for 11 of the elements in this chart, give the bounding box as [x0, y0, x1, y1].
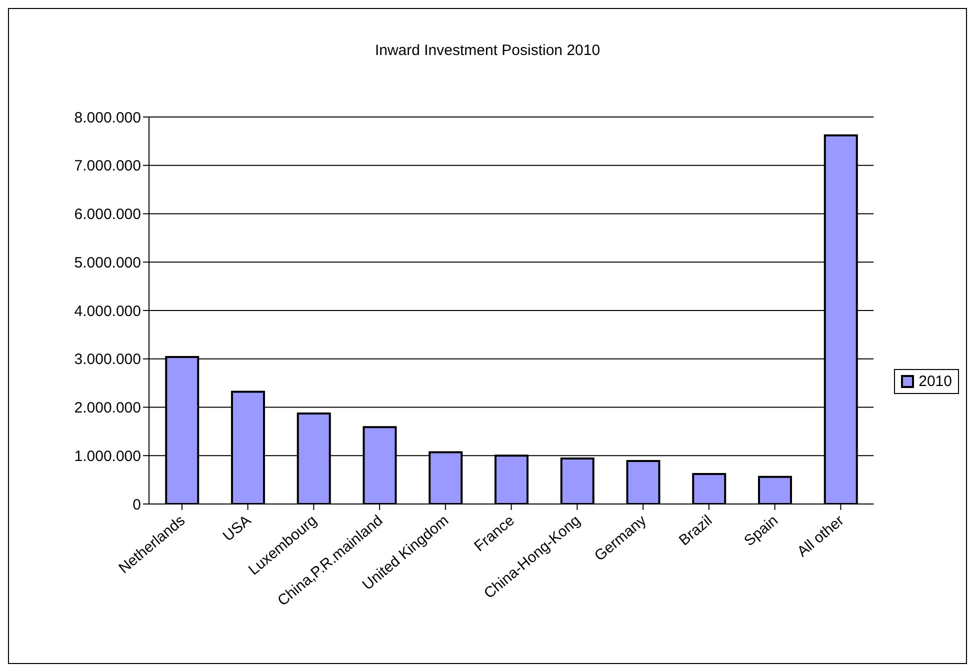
y-tick-label: 8.000.000: [74, 109, 141, 126]
y-tick-label: 2.000.000: [74, 400, 141, 417]
y-tick-label: 4.000.000: [74, 302, 141, 320]
y-tick-label: 0: [132, 496, 141, 514]
chart-title: Inward Investment Posistion 2010: [374, 42, 602, 59]
y-tick-label: 1.000.000: [74, 448, 141, 465]
legend-label: 2010: [918, 373, 952, 390]
y-tick-label: 7.000.000: [74, 158, 141, 175]
y-tick-label: 5.000.000: [74, 254, 141, 272]
y-tick-label: 3.000.000: [74, 351, 141, 368]
y-tick-label: 6.000.000: [74, 206, 141, 224]
